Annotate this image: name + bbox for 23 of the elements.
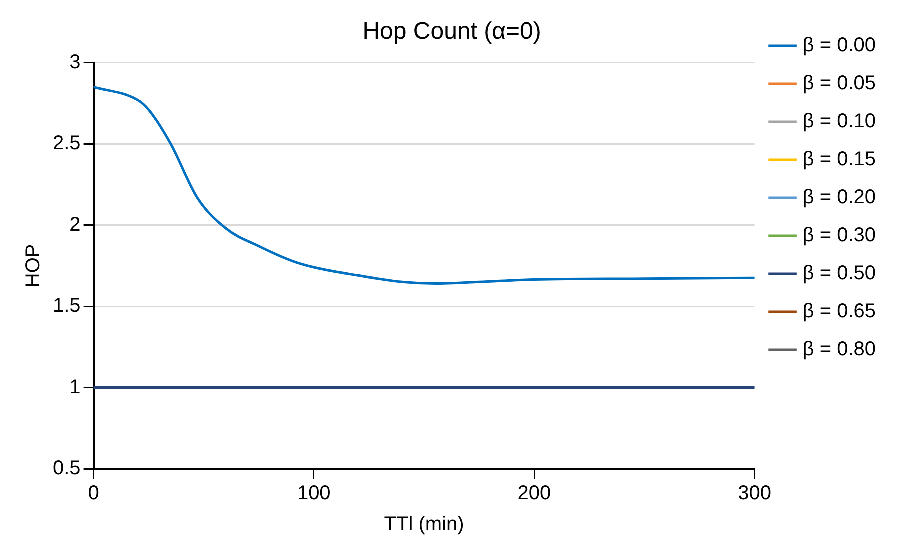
x-tick-label: 0 <box>88 482 100 505</box>
line-series <box>94 86 755 286</box>
y-axis-title: HOP <box>22 244 45 288</box>
x-tick-label: 100 <box>297 482 331 505</box>
y-tick-label: 1.5 <box>52 295 81 318</box>
legend-label: β = 0.65 <box>802 300 876 323</box>
legend-label: β = 0.20 <box>802 186 876 209</box>
legend-label: β = 0.00 <box>802 34 876 57</box>
x-axis-title: TTl (min) <box>384 514 464 536</box>
chart-title: Hop Count (α=0) <box>362 18 542 46</box>
x-tick-label: 300 <box>738 482 772 505</box>
y-tick-label: 2.5 <box>52 132 81 155</box>
legend-label: β = 0.80 <box>802 338 876 361</box>
legend-label: β = 0.10 <box>802 110 876 133</box>
legend-label: β = 0.50 <box>802 262 876 285</box>
legend-label: β = 0.05 <box>802 72 876 95</box>
legend-label: β = 0.30 <box>802 224 876 247</box>
y-tick-label: 3 <box>70 51 81 74</box>
y-tick-label: 2 <box>70 214 81 236</box>
y-tick-label: 0.5 <box>52 458 81 480</box>
y-tick-label: 1 <box>70 376 81 398</box>
x-tick-label: 200 <box>518 482 552 505</box>
legend-label: β = 0.15 <box>802 148 876 171</box>
